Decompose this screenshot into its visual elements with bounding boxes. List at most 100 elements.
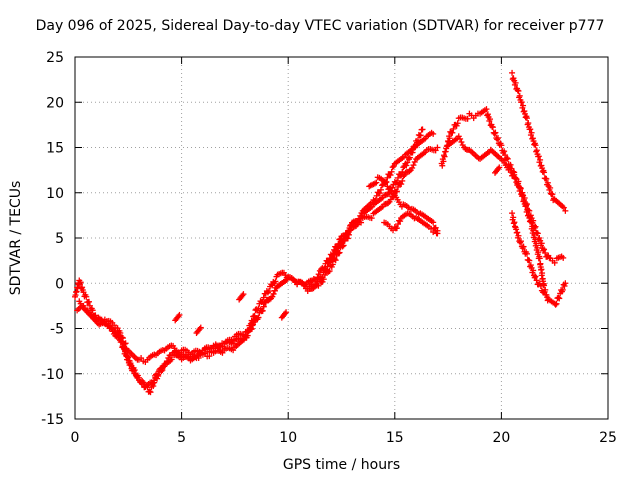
data-point [458, 139, 465, 146]
data-point [373, 192, 380, 199]
data-point [507, 168, 514, 175]
data-point [551, 259, 558, 266]
data-point [83, 293, 90, 300]
data-point [549, 191, 556, 198]
x-tick-label: 25 [599, 430, 617, 446]
data-point [325, 268, 332, 275]
x-axis-label: GPS time / hours [282, 457, 401, 473]
data-point [320, 276, 327, 283]
data-point [511, 171, 518, 178]
data-point [541, 246, 548, 253]
data-point [158, 368, 165, 375]
data-point [120, 343, 127, 350]
data-point [498, 142, 505, 149]
data-point [77, 279, 84, 286]
data-point [541, 289, 548, 296]
data-point [377, 186, 384, 193]
data-point [266, 288, 273, 295]
data-point [537, 156, 544, 163]
data-point [532, 142, 539, 149]
data-point [536, 255, 543, 262]
data-point [355, 215, 362, 222]
y-tick-label: -10 [41, 367, 64, 383]
data-point [389, 164, 396, 171]
x-tick-label: 20 [492, 430, 510, 446]
data-point [532, 223, 539, 230]
data-point [509, 210, 516, 217]
data-point [393, 225, 400, 232]
data-point [531, 224, 538, 231]
data-point [384, 174, 391, 181]
data-point [376, 190, 383, 197]
data-point [526, 257, 533, 264]
data-point [116, 331, 123, 338]
data-point [439, 162, 446, 169]
data-point [489, 124, 496, 131]
data-point [195, 354, 202, 361]
data-point [530, 267, 537, 274]
data-point [527, 212, 534, 219]
data-point [249, 319, 256, 326]
data-point [561, 283, 568, 290]
data-point [538, 266, 545, 273]
data-point [394, 183, 401, 190]
data-point [140, 379, 147, 386]
data-point [344, 235, 351, 242]
data-point [553, 300, 560, 307]
data-point [450, 125, 457, 132]
data-point [555, 294, 562, 301]
data-point [388, 188, 395, 195]
data-point [510, 214, 517, 221]
data-point [509, 69, 516, 76]
data-point [515, 178, 522, 185]
data-point [371, 198, 378, 205]
data-point [255, 314, 262, 321]
data-point [269, 293, 276, 300]
data-point [537, 282, 544, 289]
data-point [544, 179, 551, 186]
data-point [206, 353, 213, 360]
data-point [517, 185, 524, 192]
data-point [560, 254, 567, 261]
y-tick-label: 25 [46, 50, 64, 66]
data-point [259, 307, 266, 314]
data-point [521, 108, 528, 115]
data-point [409, 164, 416, 171]
data-point [244, 329, 251, 336]
data-point [335, 240, 342, 247]
data-point [532, 273, 539, 280]
data-point [559, 286, 566, 293]
data-point [523, 115, 530, 122]
data-point [457, 135, 464, 142]
data-point [542, 249, 549, 256]
y-tick-label: 15 [46, 141, 64, 157]
data-point [373, 179, 380, 186]
data-point [562, 207, 569, 214]
data-point [501, 148, 508, 155]
data-point [397, 218, 404, 225]
data-point [117, 339, 124, 346]
data-point [462, 145, 469, 152]
data-point [247, 324, 254, 331]
data-point [393, 188, 400, 195]
data-point [340, 242, 347, 249]
data-point [533, 147, 540, 154]
axis-ticks: 0 5 10 15 20 25 -15 -10 -5 0 5 10 15 20 25 [41, 50, 617, 446]
data-point [487, 116, 494, 123]
data-point [411, 158, 418, 165]
data-point [150, 383, 157, 390]
data-point [417, 132, 424, 139]
data-point [547, 184, 554, 191]
data-point [535, 153, 542, 160]
y-axis-label: SDTVAR / TECUs [8, 180, 24, 296]
data-point [79, 284, 86, 291]
y-tick-label: 20 [46, 95, 64, 111]
data-point [147, 389, 154, 396]
data-point [430, 219, 437, 226]
data-point [562, 280, 569, 287]
data-point [155, 373, 162, 380]
data-point [518, 99, 525, 106]
data-point [319, 278, 326, 285]
data-point [86, 298, 93, 305]
data-points [72, 69, 569, 396]
